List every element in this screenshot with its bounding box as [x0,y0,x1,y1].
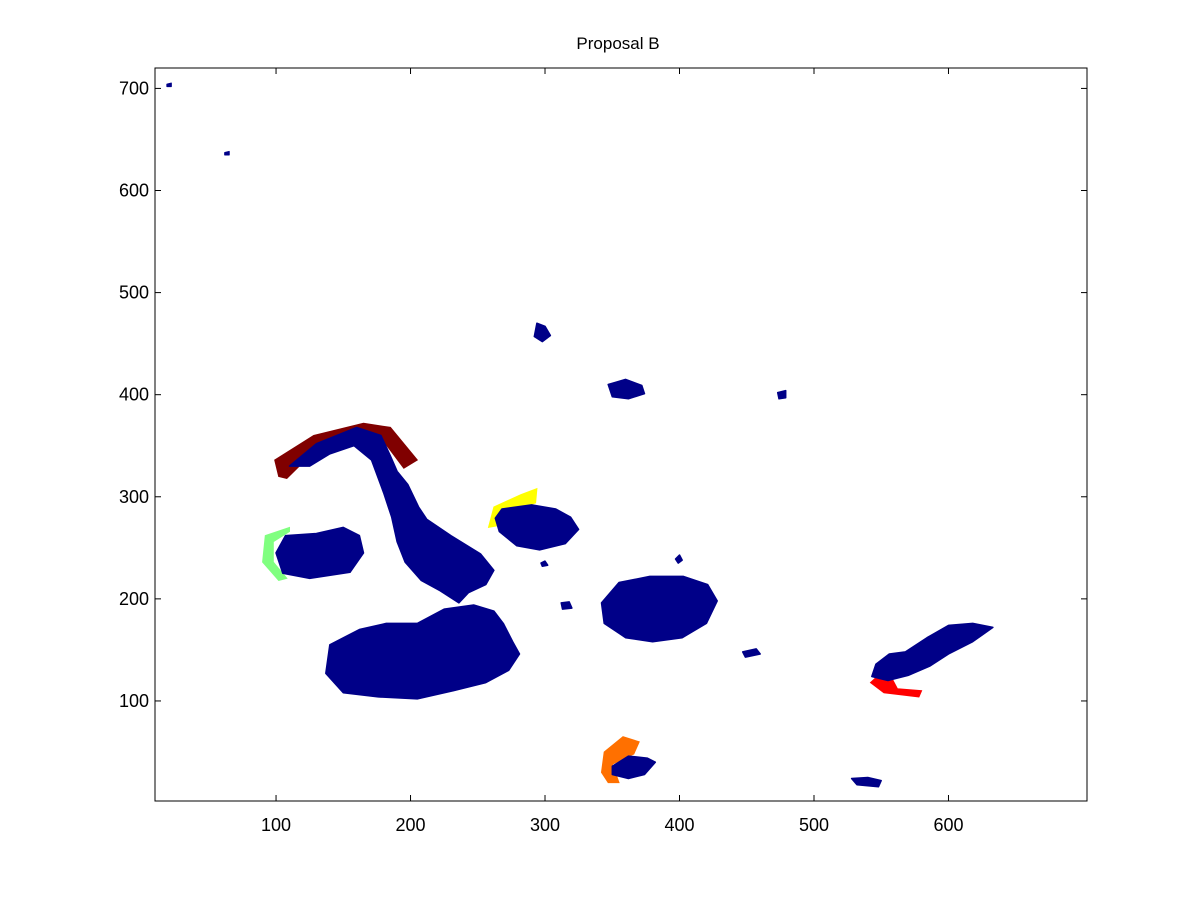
orange-region [600,736,640,784]
land-floreana [611,755,657,780]
x-tick-label: 100 [261,815,291,835]
y-tick-label: 500 [119,283,149,303]
y-axis: 100 200 300 400 500 600 700 [119,78,1087,711]
axes-box [154,67,1088,802]
land-san-cristobal [871,622,994,682]
x-tick-label: 500 [799,815,829,835]
land-espanola [850,776,882,788]
land-wolf [166,82,172,88]
land-fernandina [275,526,365,580]
land-isabela-south [325,604,521,700]
land-darwin [224,150,230,156]
green-region [262,526,290,582]
y-tick-label: 200 [119,589,149,609]
land-santiago [494,504,580,551]
land-daphne [540,560,549,567]
plot-area [154,67,1088,802]
y-tick-label: 400 [119,385,149,405]
chart-title: Proposal B [576,34,659,53]
land-santa-fe [741,648,761,658]
y-tick-label: 600 [119,181,149,201]
y-tick-label: 700 [119,78,149,98]
x-axis: 100 200 300 400 500 600 [261,68,964,835]
land-marchena [607,378,646,400]
y-tick-label: 100 [119,691,149,711]
land-pinta [533,322,552,343]
x-tick-label: 200 [396,815,426,835]
land-santa-cruz [600,575,718,643]
land-genovesa [776,389,787,400]
land-isabela-north [288,426,495,604]
x-tick-label: 300 [530,815,560,835]
x-tick-label: 400 [664,815,694,835]
land-north-seymour [674,554,683,564]
x-tick-label: 600 [933,815,963,835]
y-tick-label: 300 [119,487,149,507]
land-pinzon [560,601,573,610]
